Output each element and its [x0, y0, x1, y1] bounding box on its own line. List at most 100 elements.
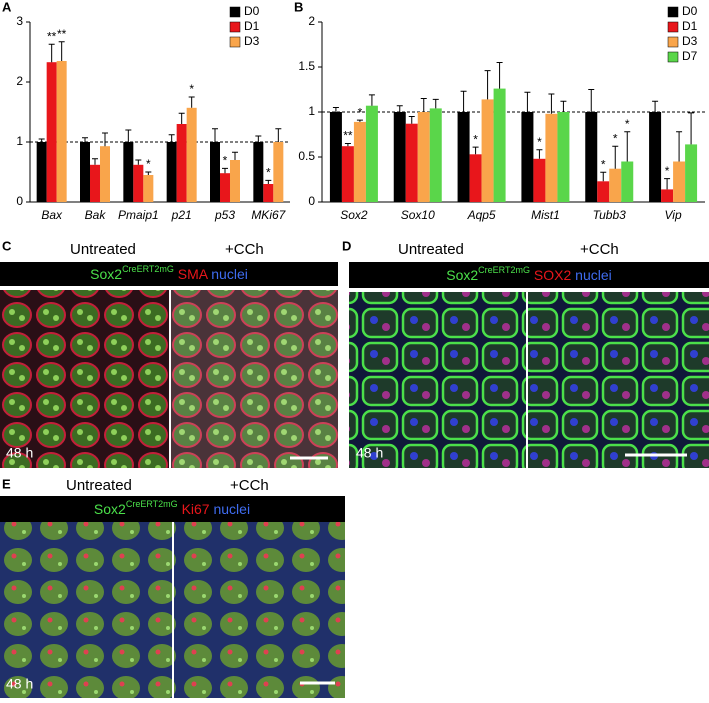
bar	[46, 62, 57, 203]
bar	[533, 158, 546, 202]
bar	[557, 112, 570, 202]
error-bar	[408, 116, 415, 124]
error-bar	[178, 112, 185, 124]
time-label: 48 h	[356, 445, 383, 461]
micrograph	[528, 292, 709, 468]
error-bar	[92, 158, 98, 165]
stain-bar	[349, 262, 709, 288]
error-bar	[125, 129, 132, 142]
bar	[143, 175, 154, 202]
error-bar	[432, 98, 439, 109]
bar	[417, 112, 430, 202]
error-bar	[560, 100, 567, 112]
micrograph	[174, 522, 345, 698]
bar	[329, 112, 342, 202]
error-bar	[332, 107, 339, 112]
significance: *	[625, 117, 630, 131]
stain-bar	[0, 262, 338, 286]
y-tick-label: 0.5	[298, 149, 315, 163]
bar	[123, 142, 134, 202]
error-bar	[168, 134, 175, 142]
significance: *	[266, 166, 271, 180]
significance: **	[47, 29, 57, 43]
bar	[457, 112, 470, 202]
error-bar	[524, 91, 531, 112]
error-bar	[48, 43, 55, 63]
bar	[263, 184, 274, 202]
legend-swatch	[667, 6, 679, 18]
significance: *	[358, 105, 363, 119]
significance: *	[665, 164, 670, 178]
micrograph	[0, 290, 169, 468]
y-tick-label: 2	[16, 74, 23, 88]
error-bar	[548, 93, 555, 114]
error-bar	[38, 138, 45, 142]
micrograph	[349, 292, 526, 468]
legend-swatch	[667, 21, 679, 33]
legend-label: D0	[244, 4, 260, 18]
panel-letter: E	[2, 476, 11, 491]
bar	[649, 112, 662, 202]
significance: *	[537, 135, 542, 149]
error-bar	[496, 62, 503, 89]
x-tick-label: Vip	[665, 208, 682, 222]
x-tick-label: p21	[171, 208, 192, 222]
micrograph	[171, 290, 338, 468]
y-tick-label: 0	[16, 194, 23, 208]
bar	[621, 161, 634, 202]
x-tick-label: Mist1	[531, 208, 560, 222]
condition-label: Untreated	[398, 241, 464, 258]
bar	[545, 113, 558, 202]
bar	[133, 164, 144, 202]
bar	[685, 144, 698, 202]
significance: *	[146, 157, 151, 171]
error-bar	[344, 143, 351, 147]
bar	[341, 146, 354, 202]
bar	[481, 99, 494, 202]
error-bar	[212, 128, 218, 142]
error-bar	[600, 171, 607, 182]
legend-swatch	[667, 51, 679, 63]
error-bar	[135, 159, 142, 165]
bar	[393, 112, 406, 202]
significance: **	[343, 129, 353, 143]
bar	[609, 168, 622, 202]
error-bar	[275, 128, 282, 142]
legend-swatch	[229, 21, 241, 33]
error-bar	[588, 89, 595, 112]
y-tick-label: 2	[308, 14, 315, 28]
y-tick-label: 1.5	[298, 59, 315, 73]
panel-letter: A	[2, 0, 12, 14]
stain-label: Sox2CreERT2mG Ki67 nuclei	[94, 499, 250, 516]
x-tick-label: MKi67	[251, 208, 286, 222]
error-bar	[188, 96, 195, 108]
bar	[56, 61, 67, 202]
y-tick-label: 1	[16, 134, 23, 148]
error-bar	[472, 146, 479, 155]
error-bar	[676, 131, 683, 162]
panel-letter: D	[342, 238, 351, 253]
error-bar	[484, 70, 491, 100]
condition-label: Untreated	[70, 241, 136, 258]
x-tick-label: p53	[214, 208, 235, 222]
error-bar	[232, 151, 238, 160]
error-bar	[460, 90, 467, 112]
x-tick-label: Bax	[41, 208, 63, 222]
bar	[273, 142, 284, 202]
bar	[36, 142, 47, 202]
legend-label: D1	[682, 19, 698, 33]
bar	[661, 189, 674, 202]
legend-label: D1	[244, 19, 260, 33]
error-bar	[356, 119, 363, 122]
error-bar	[664, 178, 671, 190]
significance: *	[601, 157, 606, 171]
bar	[210, 142, 220, 202]
legend-swatch	[667, 36, 679, 48]
panel-e: E Untreated +CCh Sox2CreERT2mG Ki67 nucl…	[0, 476, 345, 698]
error-bar	[396, 105, 403, 112]
bar	[521, 112, 534, 202]
bar	[90, 164, 100, 202]
y-tick-label: 1	[308, 104, 315, 118]
condition-label: Untreated	[66, 477, 132, 494]
